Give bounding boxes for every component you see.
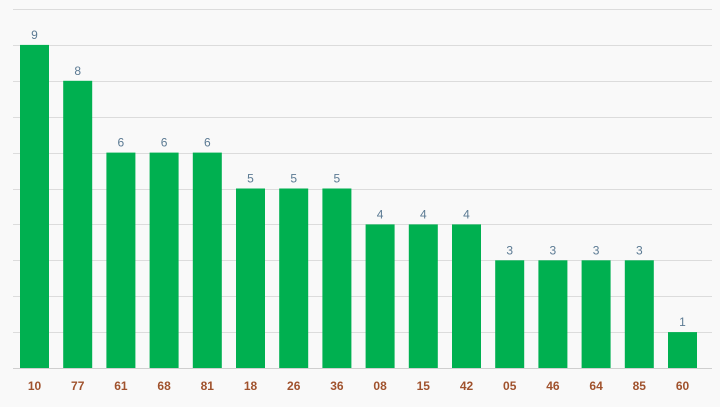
- tick-label-81: 81: [201, 379, 215, 393]
- tick-label-15: 15: [417, 379, 431, 393]
- data-label-46: 3: [550, 243, 557, 257]
- data-label-18: 5: [247, 172, 254, 186]
- data-label-36: 5: [334, 172, 341, 186]
- data-label-68: 6: [161, 136, 168, 150]
- tick-label-61: 61: [114, 379, 128, 393]
- bar-26: [279, 188, 309, 368]
- tick-label-08: 08: [373, 379, 387, 393]
- bars: [20, 44, 697, 369]
- bar-61: [106, 152, 136, 368]
- tick-label-05: 05: [503, 379, 517, 393]
- data-label-61: 6: [118, 136, 125, 150]
- data-label-10: 9: [31, 28, 38, 42]
- data-label-05: 3: [506, 243, 513, 257]
- tick-label-68: 68: [157, 379, 171, 393]
- data-label-60: 1: [679, 315, 686, 329]
- tick-label-46: 46: [546, 379, 560, 393]
- tick-label-42: 42: [460, 379, 474, 393]
- x-axis: 10 77 61 68 81 18 26 36 08 15 42 05 46 64 85 60: [28, 379, 690, 393]
- data-label-08: 4: [377, 207, 384, 221]
- data-label-85: 3: [636, 243, 643, 257]
- bar-05: [495, 260, 525, 368]
- data-label-81: 6: [204, 136, 211, 150]
- bar-42: [452, 224, 481, 368]
- tick-label-10: 10: [28, 379, 42, 393]
- tick-label-60: 60: [676, 379, 690, 393]
- bar-81: [192, 152, 222, 368]
- bar-60: [668, 332, 697, 368]
- data-labels: 9 8 6 6 6 5 5 5 4 4 4 3 3 3 3 1: [31, 28, 686, 329]
- data-label-64: 3: [593, 243, 600, 257]
- bar-10: [20, 44, 49, 369]
- bar-77: [63, 80, 93, 369]
- bar-18: [236, 188, 265, 368]
- bar-15: [408, 224, 438, 368]
- data-label-15: 4: [420, 207, 427, 221]
- data-label-42: 4: [463, 207, 470, 221]
- bar-64: [581, 260, 611, 368]
- bar-08: [365, 224, 395, 368]
- data-label-77: 8: [74, 64, 81, 78]
- tick-label-64: 64: [589, 379, 603, 393]
- tick-label-18: 18: [244, 379, 258, 393]
- data-label-26: 5: [290, 172, 297, 186]
- bar-85: [624, 260, 654, 368]
- bar-68: [149, 152, 179, 368]
- tick-label-36: 36: [330, 379, 344, 393]
- bar-36: [322, 188, 352, 368]
- tick-label-85: 85: [633, 379, 647, 393]
- bar-46: [538, 260, 568, 368]
- tick-label-26: 26: [287, 379, 301, 393]
- tick-label-77: 77: [71, 379, 85, 393]
